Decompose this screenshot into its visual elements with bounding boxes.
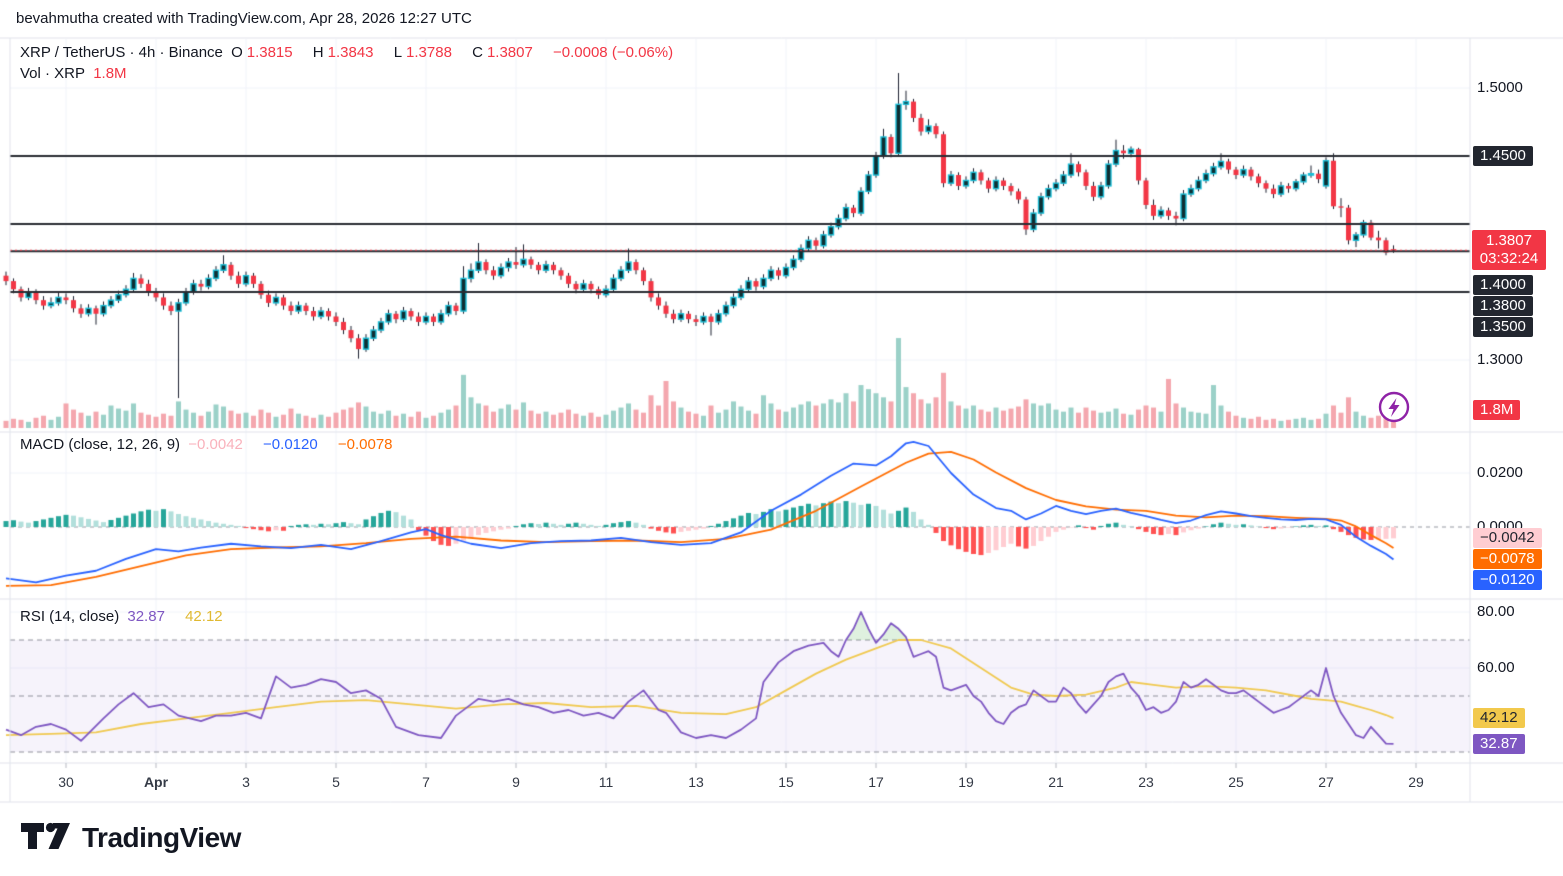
lightning-icon: [1378, 391, 1410, 423]
open-value: 1.3815: [246, 44, 293, 61]
time-axis-label: 21: [1048, 774, 1064, 790]
macd-axis-badge: −0.0042: [1473, 528, 1542, 549]
time-axis-label: 9: [512, 774, 520, 790]
volume-axis-badge: 1.8M: [1473, 400, 1521, 420]
time-axis-label: 7: [422, 774, 430, 790]
time-axis-label: 15: [778, 774, 794, 790]
time-axis-label: 30: [58, 774, 74, 790]
open-label: O: [231, 44, 243, 61]
macd-label[interactable]: MACD (close, 12, 26, 9): [20, 436, 181, 453]
price-level-badge: 1.4000: [1473, 275, 1533, 296]
rsi-axis-label: 60.00: [1477, 659, 1515, 676]
volume-value: 1.8M: [93, 65, 127, 82]
time-axis-label: 5: [332, 774, 340, 790]
price-level-badge: 1.4500: [1473, 146, 1533, 166]
macd-line-value: −0.0120: [263, 436, 318, 453]
macd-axis-label: 0.0200: [1477, 464, 1523, 481]
time-axis-label: 27: [1318, 774, 1334, 790]
time-axis-label: 13: [688, 774, 704, 790]
macd-axis-badge: −0.0078: [1473, 549, 1542, 570]
time-axis-label: 17: [868, 774, 884, 790]
rsi-legend-row: RSI (14, close) 32.87 42.12: [20, 608, 227, 625]
price-axis-label: 1.5000: [1477, 79, 1523, 96]
macd-signal-value: −0.0078: [337, 436, 393, 453]
credit-text: bevahmutha created with TradingView.com,…: [16, 10, 472, 27]
volume-legend-row: Vol · XRP 1.8M: [20, 65, 131, 82]
current-price-badge: 1.3807 03:32:24: [1472, 230, 1546, 271]
macd-legend-row: MACD (close, 12, 26, 9) −0.0042 −0.0120 …: [20, 436, 397, 453]
low-label: L: [393, 44, 403, 61]
volume-label[interactable]: Vol · XRP: [20, 65, 86, 82]
time-axis-label: 11: [598, 774, 614, 790]
rsi-axis-label: 80.00: [1477, 603, 1515, 620]
rsi-value: 32.87: [127, 608, 165, 625]
time-axis-label: 23: [1138, 774, 1154, 790]
price-level-badge: 1.3800: [1473, 296, 1533, 317]
time-axis-label: 25: [1228, 774, 1244, 790]
time-axis-label: Apr: [143, 774, 169, 790]
rsi-label[interactable]: RSI (14, close): [20, 608, 120, 625]
high-value: 1.3843: [327, 44, 374, 61]
rsi-axis-badge: 42.12: [1473, 708, 1525, 729]
flash-boost-button[interactable]: [1378, 391, 1410, 423]
time-axis-label: 3: [242, 774, 250, 790]
high-label: H: [312, 44, 324, 61]
close-value: 1.3807: [486, 44, 533, 61]
close-label: C: [472, 44, 483, 61]
price-axis-label: 1.3000: [1477, 351, 1523, 368]
time-axis-label: 19: [958, 774, 974, 790]
current-price-value: 1.3807: [1486, 232, 1532, 250]
change-value: −0.0008 (−0.06%): [553, 44, 674, 61]
rsi-ma-value: 42.12: [185, 608, 223, 625]
low-value: 1.3788: [406, 44, 452, 61]
time-axis-label: 29: [1408, 774, 1424, 790]
rsi-axis-badge: 32.87: [1473, 733, 1525, 754]
macd-hist-value: −0.0042: [188, 436, 243, 453]
tradingview-logo-text: TradingView: [82, 822, 241, 853]
tradingview-logo-mark: [21, 822, 70, 849]
macd-axis-badge: −0.0120: [1473, 570, 1542, 591]
tradingview-logo[interactable]: TradingView: [20, 820, 241, 856]
symbol-title[interactable]: XRP / TetherUS · 4h · Binance: [20, 44, 223, 61]
candle-countdown: 03:32:24: [1479, 250, 1539, 268]
price-level-badge: 1.3500: [1473, 317, 1533, 338]
